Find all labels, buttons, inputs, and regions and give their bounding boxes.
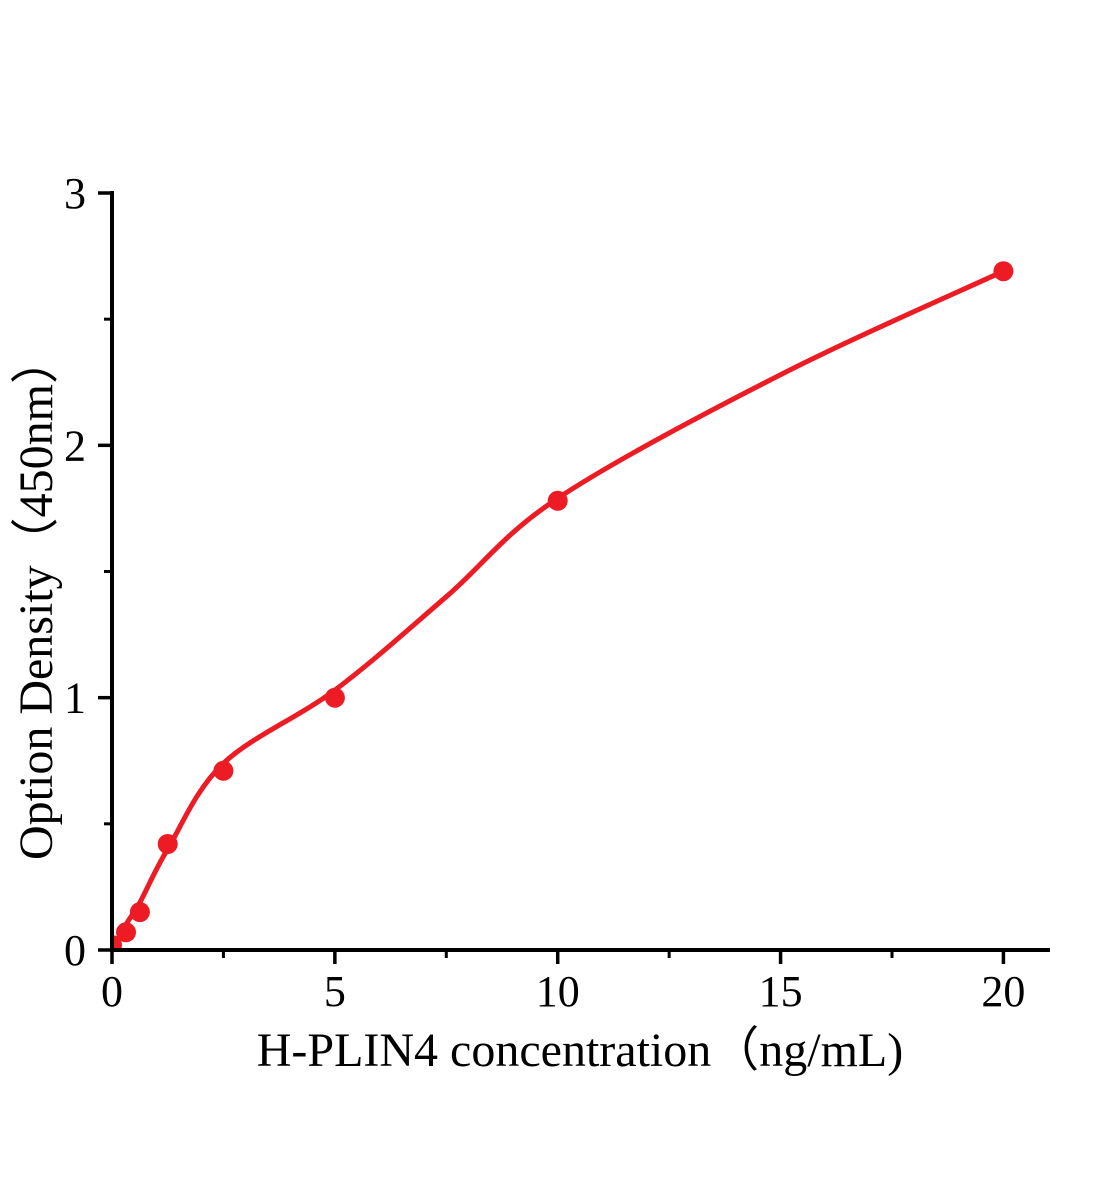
x-tick-label: 5 <box>324 967 346 1016</box>
data-point <box>213 760 234 781</box>
axis-labels-layer: H-PLIN4 concentration（ng/mL) Option Dens… <box>10 336 903 1077</box>
y-axis-label: Option Density（450nm） <box>10 336 63 860</box>
data-point <box>129 902 150 923</box>
axes-layer: 0 5 10 15 20 0 1 2 3 <box>64 169 1050 1016</box>
axis-lines <box>110 191 1050 952</box>
data-point <box>324 687 345 708</box>
data-point <box>157 834 178 854</box>
y-tick-label: 3 <box>64 169 86 218</box>
data-point <box>547 490 568 511</box>
x-axis-label: H-PLIN4 concentration（ng/mL) <box>257 1024 904 1077</box>
x-tick-label: 0 <box>101 967 123 1016</box>
y-tick-label: 2 <box>64 421 86 470</box>
y-tick-label: 0 <box>64 926 86 975</box>
x-tick-label: 15 <box>759 967 803 1016</box>
y-tick-label: 1 <box>64 674 86 723</box>
data-series-layer <box>112 261 1014 950</box>
x-tick-label: 20 <box>981 967 1025 1016</box>
data-point <box>116 922 136 943</box>
fit-curve <box>112 268 1006 950</box>
data-point <box>993 261 1014 282</box>
x-tick-label: 10 <box>536 967 580 1016</box>
